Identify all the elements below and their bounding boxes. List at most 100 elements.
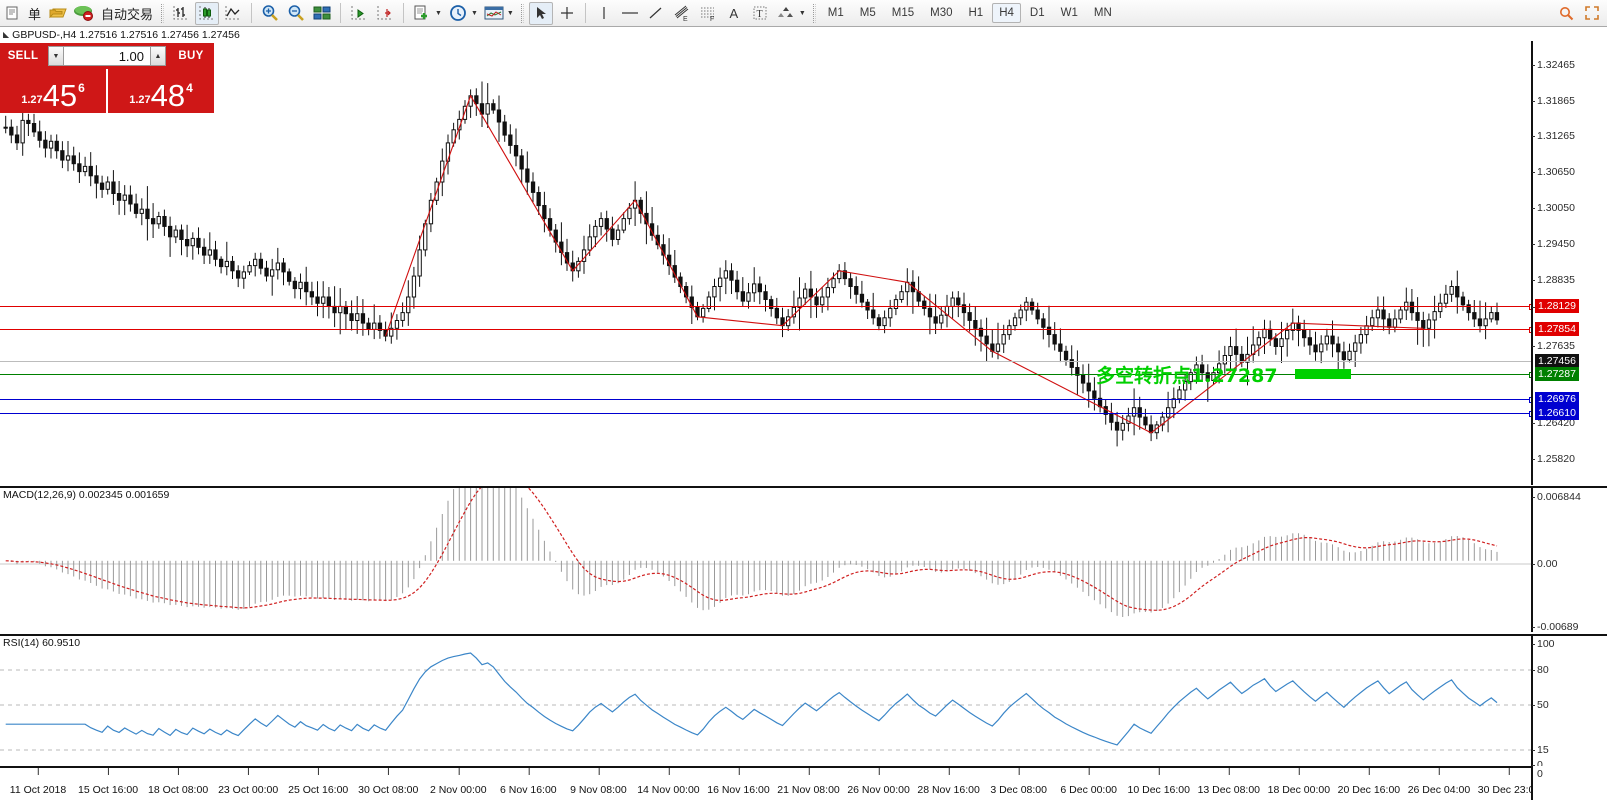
level-line-127287-pivot[interactable] (0, 372, 1531, 378)
toolbar-pointer-button[interactable] (528, 1, 553, 25)
time-tick: 30 Oct 08:00 (358, 768, 419, 796)
timeframe-m15[interactable]: M15 (891, 7, 915, 19)
main-toolbar: 单 自动交易 (0, 0, 1607, 27)
price-chip-current-price[interactable]: 1.27456 (1535, 354, 1579, 368)
volume-input[interactable]: 1.00 (64, 46, 150, 66)
equidistant-channel-icon: E (674, 5, 689, 22)
toolbar-order-label[interactable]: 单 (28, 6, 42, 22)
toolbar-tile-windows-button[interactable] (310, 2, 334, 25)
level-line-127854[interactable] (0, 327, 1531, 333)
timeframe-h1[interactable]: H1 (968, 7, 984, 19)
time-axis[interactable]: 11 Oct 2018 15 Oct 16:00 18 Oct 08:00 23 Oc… (0, 766, 1540, 800)
sell-button[interactable]: SELL (7, 50, 39, 62)
toolbar-new-order-button[interactable] (2, 1, 24, 25)
price-chip-support-1[interactable]: 1.26976 (1535, 392, 1579, 406)
volume-decrement-button[interactable]: ▼ (48, 46, 64, 66)
level-handle[interactable] (1529, 327, 1531, 333)
price-tick: 1.31865 (1532, 95, 1575, 107)
toolbar-text-label-button[interactable]: T (748, 2, 772, 25)
level-line-126610[interactable] (0, 411, 1531, 417)
level-handle[interactable] (1529, 411, 1531, 417)
time-tick: 9 Nov 08:00 (570, 768, 627, 796)
toolbar-horizontal-line-button[interactable] (618, 2, 642, 25)
rsi-pane[interactable]: RSI(14) 60.9510 100 80 50 15 0 (0, 634, 1607, 771)
timeframe-mn[interactable]: MN (1093, 7, 1112, 19)
price-tick: 1.30650 (1532, 166, 1575, 178)
toolbar-text-button[interactable]: A (722, 2, 746, 25)
timeframe-m5[interactable]: M5 (859, 7, 876, 19)
timeframe-m1[interactable]: M1 (827, 7, 844, 19)
timeframe-w1[interactable]: W1 (1060, 7, 1078, 19)
macd-tick: 0.006844 (1532, 491, 1581, 503)
macd-plot (0, 488, 1531, 617)
chart-collapse-arrow-icon[interactable]: ◣ (3, 30, 10, 39)
toolbar-shapes-button[interactable] (774, 2, 798, 25)
toolbar-trendline-button[interactable] (644, 2, 668, 25)
pivot-highlight-block (1295, 369, 1351, 379)
toolbar-autotrading-label[interactable]: 自动交易 (101, 6, 154, 22)
template-dropdown-caret[interactable]: ▼ (435, 9, 442, 17)
fibonacci-retracement-icon: F (700, 7, 714, 22)
toolbar-bar-chart-button[interactable] (169, 2, 193, 25)
macd-pane[interactable]: MACD(12,26,9) 0.002345 0.001659 0.006844… (0, 486, 1607, 633)
timeframe-d1[interactable]: D1 (1029, 7, 1045, 19)
price-chip-resistance-1[interactable]: 1.28129 (1535, 299, 1579, 313)
price-chip-pivot[interactable]: 1.27287 (1535, 367, 1579, 381)
level-handle[interactable] (1529, 372, 1531, 378)
timeframe-m30[interactable]: M30 (930, 7, 953, 19)
rsi-tick: 100 (1532, 638, 1555, 650)
toolbar-equidistant-channel-button[interactable]: E (670, 2, 694, 25)
time-tick: 25 Oct 16:00 (288, 768, 349, 796)
level-handle[interactable] (1529, 304, 1531, 310)
toolbar-expert-advisor-button[interactable] (72, 2, 96, 25)
toolbar-zoom-in-button[interactable] (258, 2, 282, 25)
toolbar-fibonacci-retracement-button[interactable]: F (696, 2, 720, 25)
toolbar-crosshair-button[interactable] (555, 2, 579, 25)
toolbar-line-chart-button[interactable] (221, 2, 245, 25)
pivot-annotation-text[interactable]: 多空转折点1.27287 (1096, 365, 1278, 387)
price-chip-support-2[interactable]: 1.26610 (1535, 406, 1579, 420)
toolbar-search-button[interactable] (1554, 2, 1578, 25)
macd-label: MACD(12,26,9) 0.002345 0.001659 (3, 489, 170, 501)
toolbar-fullscreen-button[interactable] (1580, 2, 1604, 25)
candlestick-chart-icon (199, 6, 215, 20)
macd-plot-area[interactable] (0, 488, 1531, 632)
rsi-axis[interactable]: 100 80 50 15 0 (1531, 636, 1607, 771)
toolbar-separator (584, 3, 586, 23)
volume-increment-button[interactable]: ▲ (150, 46, 166, 66)
rsi-tick: 15 (1532, 744, 1549, 756)
toolbar-chart-shift-button[interactable] (373, 2, 397, 25)
trendline-icon (649, 7, 662, 19)
toolbar-template-button[interactable] (410, 2, 434, 25)
buy-price[interactable]: 1.27 48 4 (106, 69, 214, 113)
price-pane[interactable]: 多空转折点1.27287 1.32465 1.31865 1.31265 1.3… (0, 41, 1607, 502)
indicators-dropdown-caret[interactable]: ▼ (506, 9, 514, 17)
price-chip-resistance-2[interactable]: 1.27854 (1535, 322, 1579, 336)
zoom-in-icon (262, 5, 278, 21)
level-line-126976[interactable] (0, 397, 1531, 403)
toolbar-period-button[interactable] (446, 2, 470, 25)
volume-stepper[interactable]: ▼ 1.00 ▲ (46, 43, 168, 69)
sell-price[interactable]: 1.27 45 6 (0, 69, 106, 113)
buy-price-prefix: 1.27 (129, 94, 151, 106)
time-tick: 26 Nov 00:00 (847, 768, 910, 796)
buy-button[interactable]: BUY (178, 50, 204, 62)
toolbar-zoom-out-button[interactable] (284, 2, 308, 25)
level-handle[interactable] (1529, 397, 1531, 403)
pointer-icon (536, 7, 546, 19)
macd-axis[interactable]: 0.006844 0.00 -0.00689 (1531, 488, 1607, 633)
shapes-dropdown-caret[interactable]: ▼ (798, 9, 806, 17)
price-plot-area[interactable]: 多空转折点1.27287 (0, 41, 1531, 485)
timeframe-h4[interactable]: H4 (992, 3, 1021, 23)
level-line-128129[interactable] (0, 304, 1531, 310)
toolbar-folder-button[interactable] (46, 2, 70, 25)
macd-tick: -0.00689 (1531, 621, 1579, 633)
toolbar-auto-scroll-button[interactable] (347, 2, 371, 25)
toolbar-indicators-button[interactable] (482, 2, 506, 25)
toolbar-candlestick-chart-button[interactable] (195, 1, 220, 25)
one-click-trading-panel[interactable]: SELL ▼ 1.00 ▲ BUY 1.27 45 6 1.27 48 4 (0, 43, 214, 113)
toolbar-vertical-line-button[interactable] (592, 2, 616, 25)
period-dropdown-caret[interactable]: ▼ (470, 9, 478, 17)
price-axis[interactable]: 1.32465 1.31865 1.31265 1.30650 1.30050 … (1531, 41, 1607, 502)
rsi-plot-area[interactable] (0, 636, 1531, 766)
